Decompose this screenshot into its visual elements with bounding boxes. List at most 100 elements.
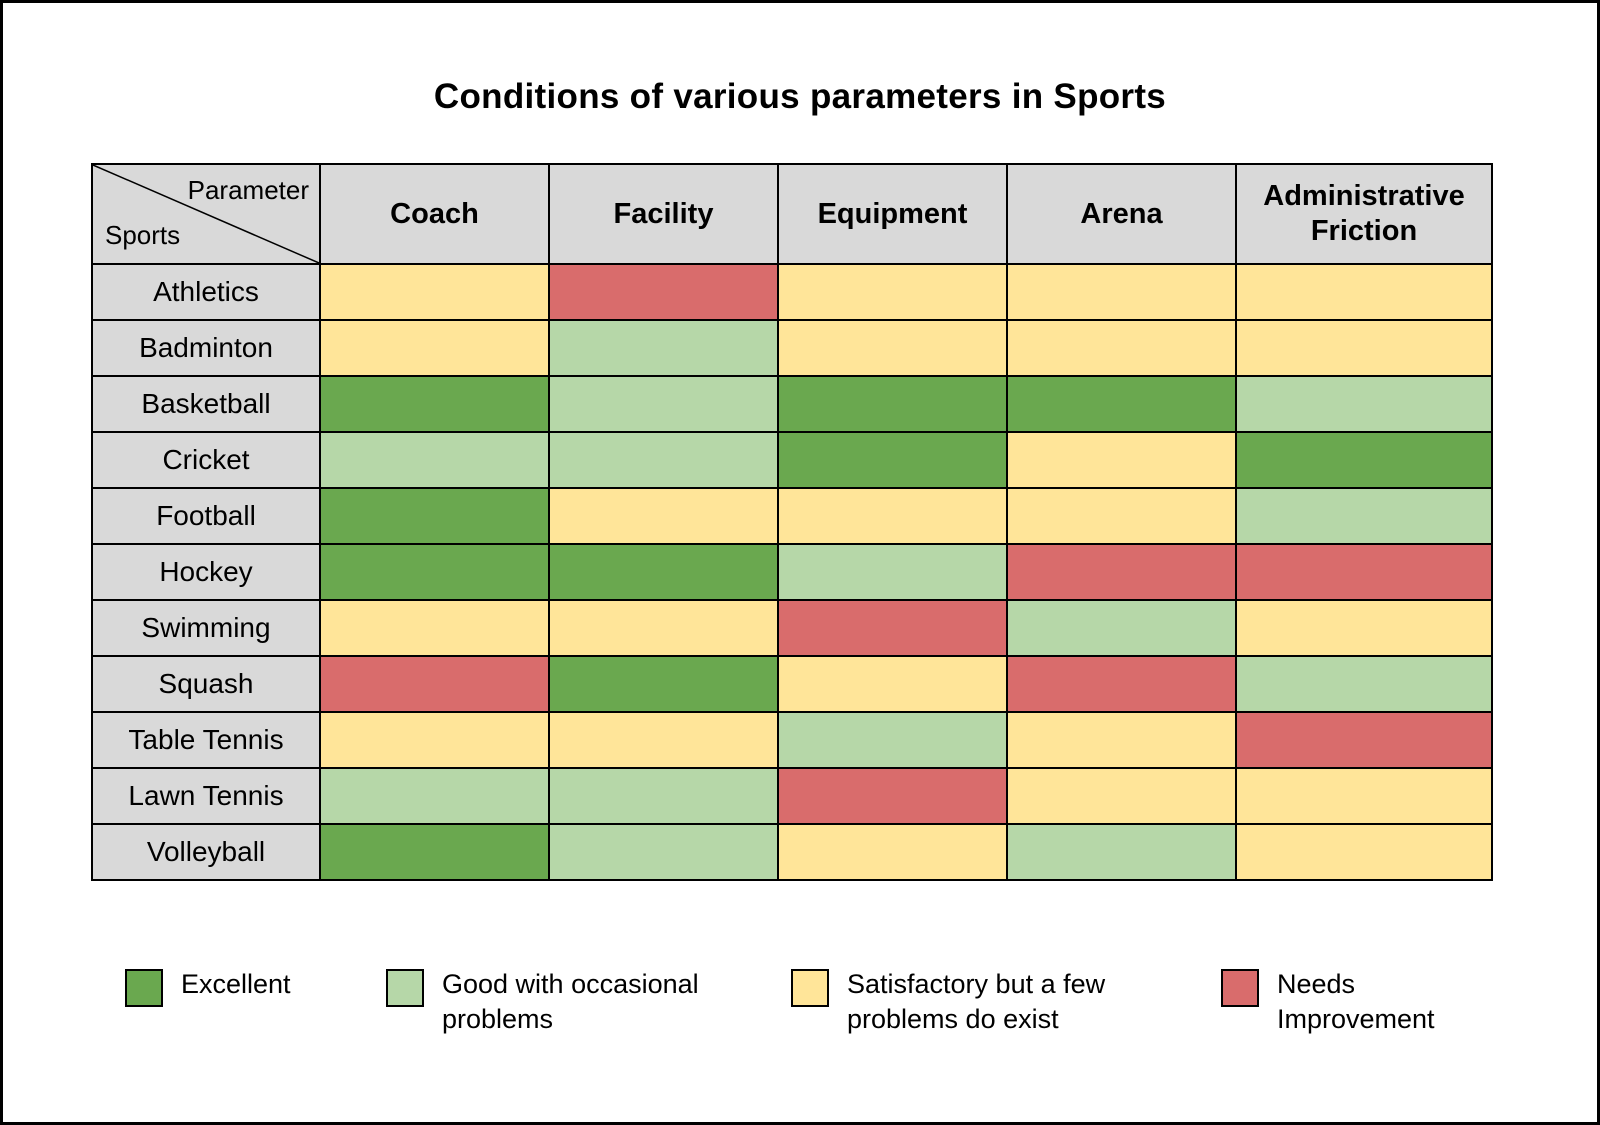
legend-label-excellent: Excellent — [181, 969, 291, 999]
legend-label-satisfactory: Satisfactory but a few problems do exist — [847, 969, 1106, 1035]
legend-label-needs-improvement: Needs Improvement — [1277, 969, 1435, 1035]
cell-table-tennis-facility — [548, 711, 779, 769]
cell-basketball-administrative-friction — [1235, 375, 1493, 433]
cell-basketball-facility — [548, 375, 779, 433]
legend: Excellent Good with occasional problems Sa… — [125, 967, 1597, 1037]
cell-table-tennis-arena — [1006, 711, 1237, 769]
cell-swimming-equipment — [777, 599, 1008, 657]
column-header-administrative-friction: Administrative Friction — [1235, 163, 1493, 265]
cell-lawn-tennis-arena — [1006, 767, 1237, 825]
cell-volleyball-administrative-friction — [1235, 823, 1493, 881]
header-row: Parameter Sports Coach Facility Equipmen… — [91, 163, 1493, 265]
table-row-badminton: Badminton — [91, 319, 1493, 377]
cell-squash-arena — [1006, 655, 1237, 713]
row-label-cricket: Cricket — [91, 431, 321, 489]
legend-item-good: Good with occasional problems — [386, 967, 791, 1037]
cell-athletics-administrative-friction — [1235, 263, 1493, 321]
corner-cell: Parameter Sports — [91, 163, 321, 265]
legend-item-excellent: Excellent — [125, 967, 386, 1007]
row-label-football: Football — [91, 487, 321, 545]
table-row-swimming: Swimming — [91, 599, 1493, 657]
cell-volleyball-equipment — [777, 823, 1008, 881]
table-row-hockey: Hockey — [91, 543, 1493, 601]
row-label-hockey: Hockey — [91, 543, 321, 601]
table-row-football: Football — [91, 487, 1493, 545]
cell-basketball-arena — [1006, 375, 1237, 433]
table-row-volleyball: Volleyball — [91, 823, 1493, 881]
legend-swatch-excellent — [125, 969, 163, 1007]
cell-football-facility — [548, 487, 779, 545]
cell-hockey-equipment — [777, 543, 1008, 601]
legend-item-needs-improvement: Needs Improvement — [1221, 967, 1477, 1037]
cell-table-tennis-coach — [319, 711, 550, 769]
cell-hockey-facility — [548, 543, 779, 601]
cell-lawn-tennis-coach — [319, 767, 550, 825]
table-row-lawn-tennis: Lawn Tennis — [91, 767, 1493, 825]
column-header-coach: Coach — [319, 163, 550, 265]
cell-athletics-equipment — [777, 263, 1008, 321]
table-body: Athletics Badminton Basketball Cricket Footb… — [91, 263, 1493, 881]
column-header-arena: Arena — [1006, 163, 1237, 265]
row-label-squash: Squash — [91, 655, 321, 713]
cell-cricket-coach — [319, 431, 550, 489]
cell-table-tennis-administrative-friction — [1235, 711, 1493, 769]
cell-football-administrative-friction — [1235, 487, 1493, 545]
page-title: Conditions of various parameters in Spor… — [433, 77, 1167, 116]
row-label-volleyball: Volleyball — [91, 823, 321, 881]
cell-football-arena — [1006, 487, 1237, 545]
legend-swatch-good — [386, 969, 424, 1007]
cell-volleyball-coach — [319, 823, 550, 881]
cell-cricket-administrative-friction — [1235, 431, 1493, 489]
table-row-basketball: Basketball — [91, 375, 1493, 433]
cell-cricket-arena — [1006, 431, 1237, 489]
cell-athletics-arena — [1006, 263, 1237, 321]
legend-swatch-needs-improvement — [1221, 969, 1259, 1007]
cell-football-equipment — [777, 487, 1008, 545]
cell-swimming-coach — [319, 599, 550, 657]
cell-basketball-equipment — [777, 375, 1008, 433]
corner-label-parameter: Parameter — [187, 175, 309, 205]
corner-label-sports: Sports — [105, 219, 181, 250]
row-label-swimming: Swimming — [91, 599, 321, 657]
table-row-cricket: Cricket — [91, 431, 1493, 489]
cell-swimming-arena — [1006, 599, 1237, 657]
row-label-table-tennis: Table Tennis — [91, 711, 321, 769]
table-row-table-tennis: Table Tennis — [91, 711, 1493, 769]
table-row-squash: Squash — [91, 655, 1493, 713]
cell-squash-facility — [548, 655, 779, 713]
cell-badminton-equipment — [777, 319, 1008, 377]
legend-item-satisfactory: Satisfactory but a few problems do exist — [791, 967, 1221, 1037]
cell-lawn-tennis-facility — [548, 767, 779, 825]
row-label-badminton: Badminton — [91, 319, 321, 377]
table-row-athletics: Athletics — [91, 263, 1493, 321]
row-label-lawn-tennis: Lawn Tennis — [91, 767, 321, 825]
cell-table-tennis-equipment — [777, 711, 1008, 769]
cell-lawn-tennis-administrative-friction — [1235, 767, 1493, 825]
cell-athletics-facility — [548, 263, 779, 321]
cell-squash-coach — [319, 655, 550, 713]
column-header-equipment: Equipment — [777, 163, 1008, 265]
cell-hockey-arena — [1006, 543, 1237, 601]
cell-volleyball-facility — [548, 823, 779, 881]
cell-hockey-administrative-friction — [1235, 543, 1493, 601]
cell-swimming-facility — [548, 599, 779, 657]
cell-badminton-coach — [319, 319, 550, 377]
column-header-facility: Facility — [548, 163, 779, 265]
cell-basketball-coach — [319, 375, 550, 433]
corner-diagonal-line — [93, 165, 319, 263]
cell-athletics-coach — [319, 263, 550, 321]
cell-squash-administrative-friction — [1235, 655, 1493, 713]
cell-hockey-coach — [319, 543, 550, 601]
cell-badminton-arena — [1006, 319, 1237, 377]
cell-badminton-facility — [548, 319, 779, 377]
legend-label-good: Good with occasional problems — [442, 969, 699, 1035]
row-label-basketball: Basketball — [91, 375, 321, 433]
cell-volleyball-arena — [1006, 823, 1237, 881]
cell-football-coach — [319, 487, 550, 545]
cell-cricket-equipment — [777, 431, 1008, 489]
cell-swimming-administrative-friction — [1235, 599, 1493, 657]
legend-swatch-satisfactory — [791, 969, 829, 1007]
conditions-table: Parameter Sports Coach Facility Equipmen… — [91, 163, 1493, 881]
row-label-athletics: Athletics — [91, 263, 321, 321]
